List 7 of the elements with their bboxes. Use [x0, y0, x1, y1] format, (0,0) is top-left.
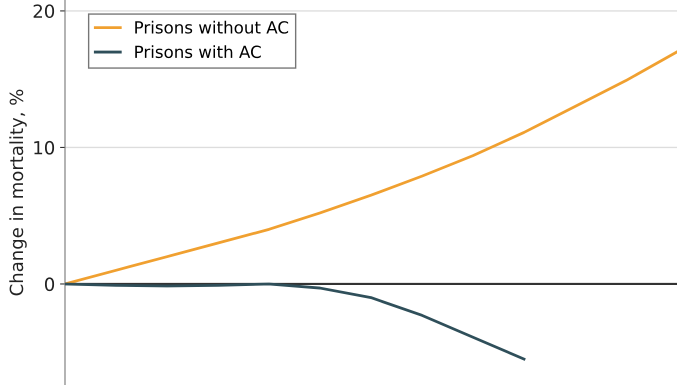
y-tick-label: 0: [44, 277, 54, 292]
line-series: [65, 282, 526, 360]
legend-label: Prisons with AC: [135, 45, 261, 58]
legend-label: Prisons without AC: [135, 20, 288, 34]
y-tick-label: 20: [34, 4, 54, 18]
y-axis-title: Change in mortality, %: [9, 90, 27, 296]
y-tick-label: 10: [34, 140, 54, 155]
